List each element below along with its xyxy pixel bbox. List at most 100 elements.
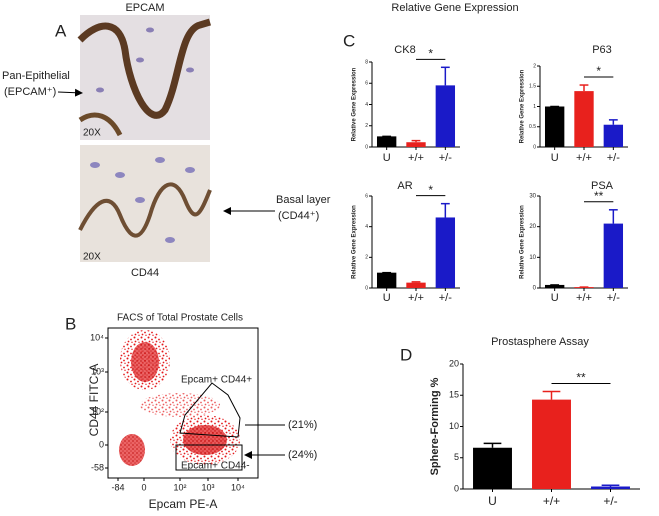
x-tick-label: +/+ bbox=[543, 494, 560, 508]
callout-arrow bbox=[57, 88, 83, 97]
chart-title: PSA bbox=[591, 180, 614, 192]
callout: Basal layer bbox=[276, 194, 331, 206]
y-tick-label: 30 bbox=[529, 194, 536, 200]
bar bbox=[574, 91, 594, 147]
significance: ** bbox=[594, 189, 604, 203]
y-tick-label: 6 bbox=[365, 81, 368, 87]
gate-percent: (24%) bbox=[288, 449, 317, 461]
x-tick-label: U bbox=[551, 152, 559, 164]
facs-x-tick-label: 10³ bbox=[201, 482, 214, 492]
bar bbox=[376, 136, 397, 147]
x-tick-label: +/- bbox=[607, 292, 620, 304]
facs-y-tick-label: -58 bbox=[91, 462, 104, 472]
y-tick-label: 1.5 bbox=[529, 84, 536, 90]
y-tick-label: 0 bbox=[533, 286, 537, 292]
y-axis-label: Relative Gene Expression bbox=[352, 67, 358, 141]
callout: (EPCAM⁺) bbox=[4, 86, 56, 98]
significance: ** bbox=[576, 371, 586, 385]
gate-name: Epcam+ CD44- bbox=[181, 461, 250, 472]
chart-title: AR bbox=[397, 180, 412, 192]
x-tick-label: +/+ bbox=[408, 152, 424, 164]
y-tick-label: 2 bbox=[365, 255, 368, 261]
callout: Pan-Epithelial bbox=[2, 70, 70, 82]
bar bbox=[544, 284, 565, 288]
y-tick-label: 2 bbox=[365, 123, 368, 129]
x-tick-label: +/+ bbox=[576, 152, 592, 164]
bar bbox=[435, 217, 456, 288]
bar bbox=[603, 223, 624, 288]
significance: * bbox=[428, 183, 433, 197]
image-title: EPCAM bbox=[125, 2, 164, 14]
x-tick-label: U bbox=[551, 292, 559, 304]
x-tick-label: +/- bbox=[607, 152, 620, 164]
y-tick-label: 10 bbox=[529, 255, 536, 261]
y-tick-label: 2 bbox=[533, 63, 536, 69]
facs-x-tick-label: 10⁴ bbox=[231, 482, 245, 492]
x-tick-label: +/- bbox=[439, 152, 452, 164]
y-tick-label: 0 bbox=[533, 144, 536, 150]
y-tick-label: 0.5 bbox=[529, 124, 536, 130]
y-axis-label: Relative Gene Expression bbox=[520, 69, 526, 143]
y-tick-label: 15 bbox=[449, 390, 459, 400]
x-tick-label: U bbox=[383, 292, 391, 304]
y-tick-label: 5 bbox=[454, 452, 459, 462]
y-tick-label: 0 bbox=[365, 144, 368, 150]
facs-y-tick-label: 10² bbox=[91, 406, 104, 416]
y-tick-label: 4 bbox=[365, 102, 368, 108]
significance: * bbox=[428, 46, 433, 60]
magnification: 20X bbox=[83, 128, 101, 139]
histology-epcam bbox=[77, 15, 212, 140]
magnification: 20X bbox=[83, 252, 101, 263]
x-tick-label: +/+ bbox=[408, 292, 424, 304]
panel-label: A bbox=[55, 21, 67, 40]
x-tick-label: U bbox=[383, 152, 391, 164]
y-tick-label: 8 bbox=[365, 59, 368, 65]
x-tick-label: +/- bbox=[603, 494, 617, 508]
facs-x-tick-label: -84 bbox=[111, 482, 124, 492]
x-tick-label: +/+ bbox=[576, 292, 592, 304]
gate-percent: (21%) bbox=[288, 419, 317, 431]
histology-cd44 bbox=[78, 145, 212, 262]
significance: * bbox=[596, 64, 601, 78]
y-axis-label: Sphere-Forming % bbox=[429, 377, 441, 475]
x-tick-label: +/- bbox=[439, 292, 452, 304]
bar bbox=[544, 106, 565, 147]
y-tick-label: 20 bbox=[529, 224, 536, 230]
facs-x-label: Epcam PE-A bbox=[149, 497, 218, 511]
panel-title: Relative Gene Expression bbox=[391, 2, 518, 14]
facs-y-tick-label: 10⁴ bbox=[90, 332, 104, 342]
bar bbox=[435, 85, 456, 147]
chart-title: P63 bbox=[592, 44, 612, 56]
gate-name: Epcam+ CD44+ bbox=[181, 375, 252, 386]
callout: (CD44⁺) bbox=[278, 210, 319, 222]
bar bbox=[406, 142, 426, 147]
y-tick-label: 0 bbox=[454, 483, 459, 493]
facs-y-tick-label: 0 bbox=[99, 439, 104, 449]
facs-y-label: CD44 FITC-A bbox=[87, 364, 101, 437]
y-tick-label: 0 bbox=[365, 285, 368, 291]
facs-y-tick-label: 10³ bbox=[91, 366, 104, 376]
y-axis-label: Relative Gene Expression bbox=[352, 205, 358, 279]
bar bbox=[603, 124, 624, 147]
chart-title: CK8 bbox=[394, 44, 415, 56]
bar bbox=[406, 282, 426, 288]
bar bbox=[532, 399, 571, 489]
panel-label: B bbox=[65, 314, 76, 333]
facs-x-tick-label: 0 bbox=[141, 482, 146, 492]
facs-plot bbox=[107, 327, 259, 479]
facs-title: FACS of Total Prostate Cells bbox=[117, 313, 243, 324]
y-tick-label: 20 bbox=[449, 358, 459, 368]
image-title: CD44 bbox=[131, 267, 159, 279]
y-tick-label: 1 bbox=[533, 104, 536, 110]
panel-label: C bbox=[343, 31, 355, 50]
y-axis-label: Relative Gene Expression bbox=[520, 205, 526, 279]
bar bbox=[591, 486, 630, 489]
x-tick-label: U bbox=[488, 494, 497, 508]
chart-title: Prostasphere Assay bbox=[491, 336, 589, 348]
y-tick-label: 4 bbox=[365, 224, 368, 230]
panel-label: D bbox=[400, 345, 412, 364]
y-tick-label: 6 bbox=[365, 193, 368, 199]
facs-x-tick-label: 10² bbox=[173, 482, 186, 492]
bar bbox=[473, 447, 512, 489]
